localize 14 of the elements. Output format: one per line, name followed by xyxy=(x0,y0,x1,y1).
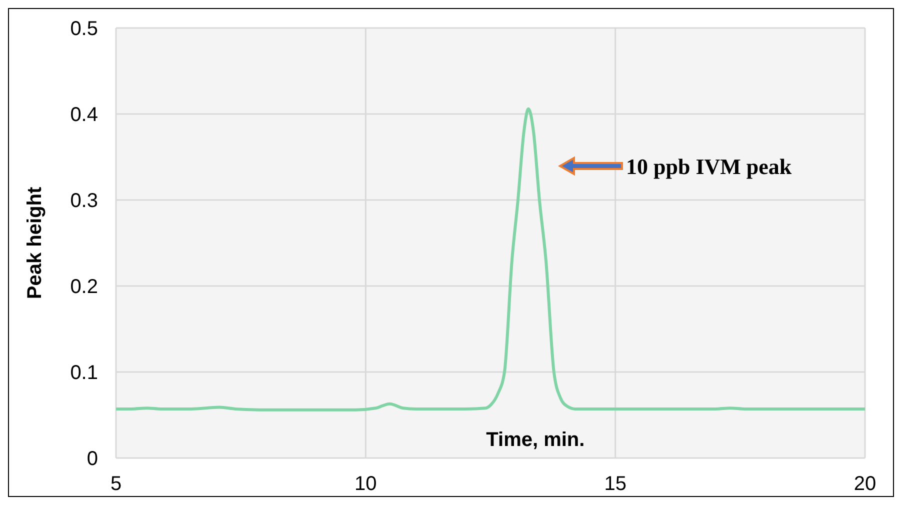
x-axis-title: Time, min. xyxy=(486,429,585,451)
line-series xyxy=(116,107,865,412)
x-tick-label: 5 xyxy=(110,473,122,496)
x-tick-label: 15 xyxy=(604,473,626,496)
y-tick-label: 0.4 xyxy=(70,104,98,126)
y-tick-label: 0.2 xyxy=(70,276,98,298)
y-tick-label: 0.1 xyxy=(70,362,98,384)
y-axis-title: Peak height xyxy=(24,186,46,300)
y-tick-label: 0.5 xyxy=(70,18,98,40)
y-tick-label: 0.3 xyxy=(70,190,98,212)
annotation: 10 ppb IVM peak xyxy=(626,154,792,179)
x-tick-label: 20 xyxy=(854,473,876,496)
x-tick-label: 10 xyxy=(354,473,377,496)
y-tick-label: 0 xyxy=(86,448,98,470)
